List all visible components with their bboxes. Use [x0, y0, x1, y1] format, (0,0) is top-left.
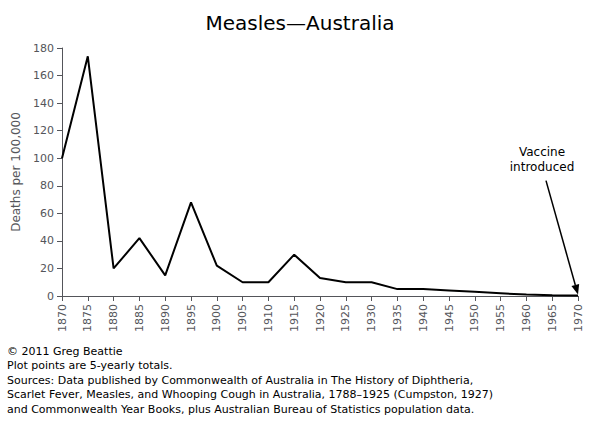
svg-text:introduced: introduced [510, 160, 574, 174]
svg-text:1885: 1885 [133, 304, 146, 332]
svg-text:1960: 1960 [520, 304, 533, 332]
svg-text:1920: 1920 [314, 304, 327, 332]
svg-text:Measles—Australia: Measles—Australia [206, 11, 395, 35]
svg-text:© 2011 Greg Beattie: © 2011 Greg Beattie [7, 345, 123, 358]
svg-text:1880: 1880 [107, 304, 120, 332]
svg-text:1890: 1890 [159, 304, 172, 332]
svg-text:1915: 1915 [288, 304, 301, 332]
svg-text:100: 100 [33, 152, 54, 165]
svg-text:1935: 1935 [391, 304, 404, 332]
svg-text:1925: 1925 [339, 304, 352, 332]
svg-text:140: 140 [33, 97, 54, 110]
svg-text:1895: 1895 [185, 304, 198, 332]
svg-text:Sources: Data published by Com: Sources: Data published by Commonwealth … [7, 374, 473, 387]
svg-text:1950: 1950 [468, 304, 481, 332]
svg-text:180: 180 [33, 42, 54, 55]
svg-text:1945: 1945 [443, 304, 456, 332]
svg-text:Vaccine: Vaccine [519, 145, 565, 159]
svg-text:1955: 1955 [494, 304, 507, 332]
svg-text:1940: 1940 [417, 304, 430, 332]
svg-text:1910: 1910 [262, 304, 275, 332]
svg-text:60: 60 [40, 207, 54, 220]
svg-text:1905: 1905 [236, 304, 249, 332]
svg-text:160: 160 [33, 69, 54, 82]
svg-text:Plot points are 5-yearly total: Plot points are 5-yearly totals. [7, 359, 173, 372]
svg-text:1870: 1870 [56, 304, 69, 332]
svg-text:0: 0 [47, 290, 54, 303]
svg-text:1875: 1875 [81, 304, 94, 332]
svg-text:1965: 1965 [546, 304, 559, 332]
svg-text:Deaths per 100,000: Deaths per 100,000 [9, 112, 23, 232]
svg-text:1970: 1970 [572, 304, 585, 332]
svg-text:1930: 1930 [365, 304, 378, 332]
svg-text:80: 80 [40, 179, 54, 192]
svg-text:40: 40 [40, 234, 54, 247]
svg-text:and Commonwealth Year Books, p: and Commonwealth Year Books, plus Austra… [7, 403, 474, 416]
svg-text:1900: 1900 [210, 304, 223, 332]
svg-text:120: 120 [33, 124, 54, 137]
svg-text:Scarlet Fever, Measles, and Wh: Scarlet Fever, Measles, and Whooping Cou… [7, 388, 493, 401]
svg-text:20: 20 [40, 262, 54, 275]
